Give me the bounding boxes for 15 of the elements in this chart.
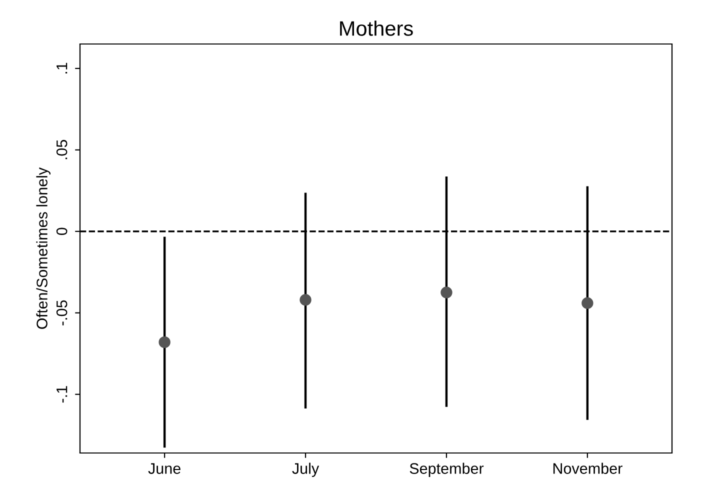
x-tick-label: November — [553, 462, 622, 474]
point — [300, 294, 312, 306]
y-tick-label: -.05 — [56, 300, 68, 326]
x-tick-label: July — [292, 462, 320, 477]
y-tick-label: .1 — [56, 62, 68, 74]
y-tick-label: -.1 — [56, 386, 68, 403]
point — [440, 286, 452, 298]
x-tick-label: June — [148, 463, 180, 474]
chart-title: Mothers — [340, 20, 413, 36]
y-axis-title: Often/Sometimes lonely — [36, 167, 50, 329]
y-tick-label: 0 — [56, 228, 68, 236]
point — [582, 297, 594, 309]
y-tick-label: .05 — [56, 140, 68, 160]
x-tick-label: September — [410, 462, 484, 477]
point — [158, 336, 170, 348]
